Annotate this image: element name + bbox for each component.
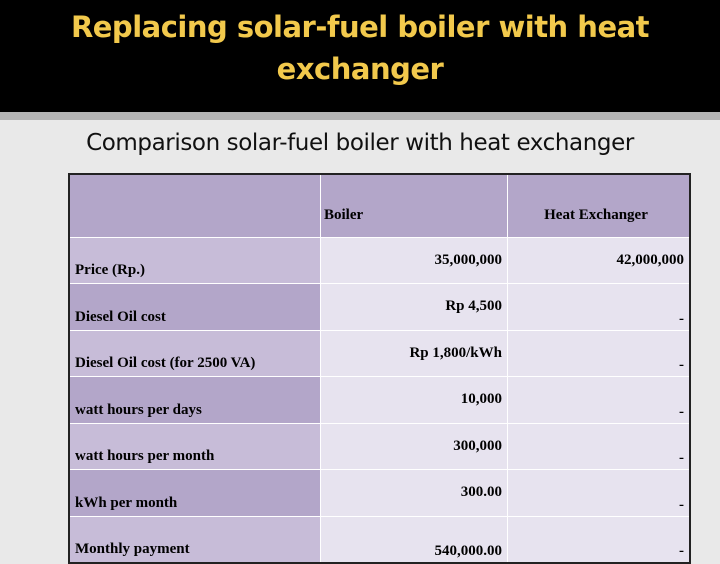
title-divider [0,112,720,120]
slide-title: Replacing solar-fuel boiler with heat ex… [70,10,650,86]
table-row: watt hours per month 300,000 - [68,422,691,470]
header-heat-exchanger: Heat Exchanger [507,173,691,238]
boiler-value: 10,000 [320,376,508,424]
table-header-row: Boiler Heat Exchanger [68,173,691,238]
comparison-table-wrapper: Boiler Heat Exchanger Price (Rp.) 35,000… [68,173,691,564]
heat-exchanger-value: - [507,376,691,424]
heat-exchanger-value: 42,000,000 [507,236,691,284]
row-label: Diesel Oil cost [68,283,321,331]
slide-subtitle: Comparison solar-fuel boiler with heat e… [86,130,634,156]
boiler-value: Rp 4,500 [320,283,508,331]
boiler-value: 35,000,000 [320,236,508,284]
title-bar: Replacing solar-fuel boiler with heat ex… [0,0,720,112]
table-row: Diesel Oil cost (for 2500 VA) Rp 1,800/k… [68,329,691,377]
boiler-value: Rp 1,800/kWh [320,329,508,377]
row-label: kWh per month [68,469,321,517]
boiler-value: 300,000 [320,422,508,470]
heat-exchanger-value: - [507,329,691,377]
row-label: watt hours per days [68,376,321,424]
boiler-value: 300.00 [320,469,508,517]
table-row: kWh per month 300.00 - [68,469,691,517]
row-label: Diesel Oil cost (for 2500 VA) [68,329,321,377]
table-row: Diesel Oil cost Rp 4,500 - [68,283,691,331]
row-label: Price (Rp.) [68,236,321,284]
table-row: Price (Rp.) 35,000,000 42,000,000 [68,236,691,284]
header-empty-cell [68,173,321,238]
comparison-table: Boiler Heat Exchanger Price (Rp.) 35,000… [68,173,691,564]
heat-exchanger-value: - [507,469,691,517]
heat-exchanger-value: - [507,422,691,470]
row-label: watt hours per month [68,422,321,470]
table-row: watt hours per days 10,000 - [68,376,691,424]
heat-exchanger-value: - [507,283,691,331]
header-boiler: Boiler [320,173,508,238]
